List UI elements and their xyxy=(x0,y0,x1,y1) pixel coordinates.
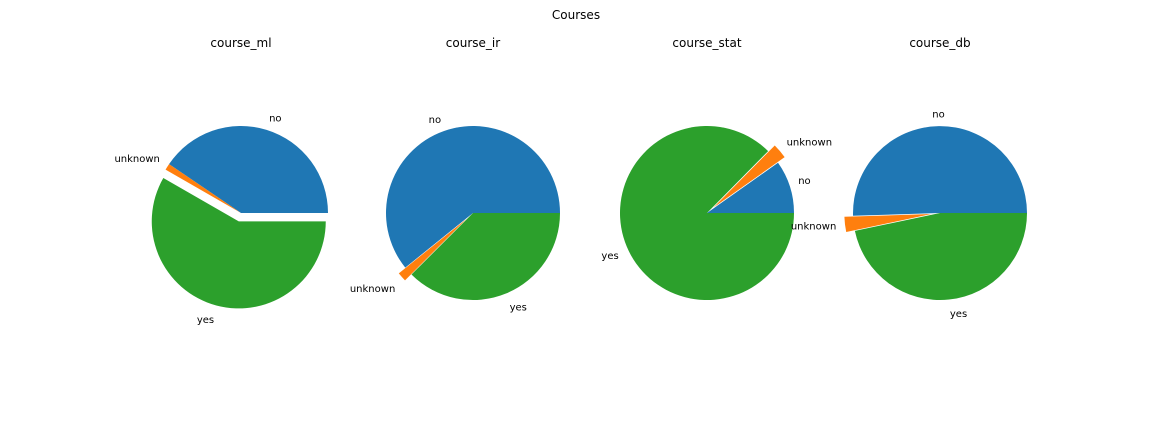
pie-chart-course-ir: course_ir no unknown yes xyxy=(350,36,560,313)
pie-slice-unknown xyxy=(844,214,932,232)
pie-slice-unknown xyxy=(398,218,467,281)
pie-slice-yes xyxy=(151,178,326,309)
pie-slice-no xyxy=(386,126,560,268)
pie-label-yes: yes xyxy=(950,309,967,320)
pie-label-no: no xyxy=(269,114,281,125)
pie-slice-unknown xyxy=(713,145,785,208)
pie-label-unknown: unknown xyxy=(791,221,836,232)
pie-title: course_db xyxy=(909,36,970,50)
pie-slice-yes xyxy=(620,126,794,301)
pie-chart-course-db: course_db no unknown yes xyxy=(791,36,1027,320)
pie-label-yes: yes xyxy=(197,315,214,326)
pie-label-yes: yes xyxy=(601,251,618,262)
pie-label-no: no xyxy=(429,115,441,126)
pie-label-unknown: unknown xyxy=(114,154,159,165)
pie-label-no: no xyxy=(932,109,944,120)
pie-slice-no xyxy=(853,126,1027,216)
pie-slice-no xyxy=(169,125,328,213)
pie-label-unknown: unknown xyxy=(787,137,832,148)
pie-label-no: no xyxy=(798,176,810,187)
pie-title: course_ir xyxy=(446,36,500,50)
pie-chart-course-ml: course_ml no unknown yes xyxy=(114,36,328,326)
pie-slice-unknown xyxy=(165,164,241,213)
pie-title: course_stat xyxy=(672,36,741,50)
pie-title: course_ml xyxy=(210,36,271,50)
pie-label-unknown: unknown xyxy=(350,284,395,295)
pie-chart-course-stat: course_stat no unknown yes xyxy=(601,36,832,301)
pie-slice-yes xyxy=(411,213,560,301)
pie-label-yes: yes xyxy=(510,302,527,313)
pie-slice-yes xyxy=(854,213,1027,301)
figure-title: Courses xyxy=(552,8,600,22)
pie-slice-no xyxy=(707,162,794,213)
